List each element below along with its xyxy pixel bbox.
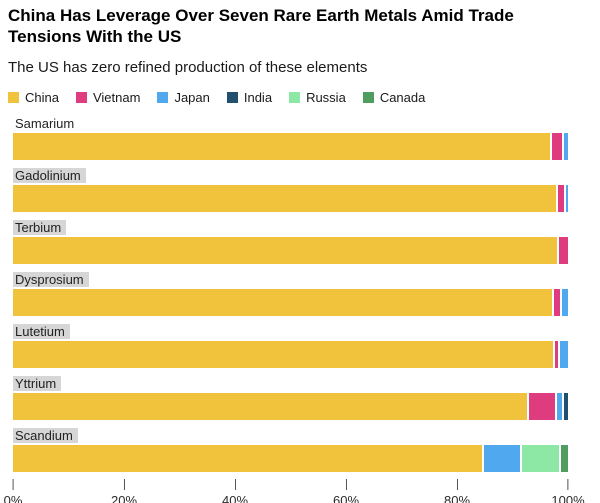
bar-gadolinium <box>13 185 568 212</box>
bar-segment-china <box>13 289 554 316</box>
x-tick-20: 20% <box>111 479 137 503</box>
legend-swatch-russia <box>289 92 301 103</box>
bar-segment-japan <box>565 185 568 212</box>
bar-row-scandium: Scandium <box>13 427 568 472</box>
bar-segment-japan <box>563 133 568 160</box>
x-tick-mark <box>567 479 569 490</box>
x-tick-40: 40% <box>222 479 248 503</box>
bar-samarium <box>13 133 568 160</box>
bar-segment-china <box>13 393 530 420</box>
bar-row-terbium: Terbium <box>13 219 568 264</box>
x-tick-label: 60% <box>332 493 360 503</box>
x-axis: 0% 20% 40% 60% 80% 100% <box>4 479 585 503</box>
bar-segment-vietnam <box>529 393 557 420</box>
bar-segment-japan <box>560 341 568 368</box>
bar-segment-vietnam <box>552 133 564 160</box>
bar-segment-japan <box>556 393 564 420</box>
bar-row-lutetium: Lutetium <box>13 323 568 368</box>
bar-row-yttrium: Yttrium <box>13 375 568 420</box>
bar-row-label: Dysprosium <box>13 272 89 287</box>
legend-item-russia: Russia <box>289 90 346 105</box>
legend-label: Canada <box>379 90 426 105</box>
bar-segment-japan <box>484 445 522 472</box>
bar-segment-vietnam <box>553 289 563 316</box>
bar-segment-china <box>13 445 485 472</box>
stacked-bar-chart: Samarium Gadolinium Terbium Dysprosium Lutet… <box>13 115 568 472</box>
bar-row-label: Gadolinium <box>13 168 86 183</box>
x-tick-mark <box>12 479 14 490</box>
x-tick-label: 20% <box>110 493 138 503</box>
bar-segment-vietnam <box>558 185 566 212</box>
x-tick-mark <box>234 479 236 490</box>
legend-item-japan: Japan <box>157 90 210 105</box>
x-tick-60: 60% <box>333 479 359 503</box>
bar-row-label: Yttrium <box>13 376 62 391</box>
legend-item-india: India <box>226 90 273 105</box>
legend-swatch-china <box>8 92 19 103</box>
bar-row-dysprosium: Dysprosium <box>13 271 568 316</box>
bar-segment-vietnam <box>559 237 568 264</box>
bar-segment-vietnam <box>554 341 561 368</box>
bar-row-label: Samarium <box>15 116 75 131</box>
bar-lutetium <box>13 341 568 368</box>
chart-title: China Has Leverage Over Seven Rare Earth… <box>8 6 514 46</box>
bar-segment-china <box>13 341 555 368</box>
bar-row-label: Lutetium <box>13 324 70 339</box>
legend-swatch-vietnam <box>75 92 87 103</box>
legend-label: Vietnam <box>92 90 141 105</box>
x-tick-mark <box>123 479 125 490</box>
x-tick-label: 80% <box>443 493 471 503</box>
legend-swatch-india <box>226 92 238 103</box>
x-tick-80: 80% <box>444 479 470 503</box>
x-tick-0: 0% <box>3 479 23 503</box>
legend-swatch-canada <box>362 92 374 103</box>
bar-segment-india <box>563 393 568 420</box>
bar-scandium <box>13 445 568 472</box>
bar-yttrium <box>13 393 568 420</box>
bar-segment-canada <box>561 445 568 472</box>
x-tick-mark <box>456 479 458 490</box>
legend-item-china: China <box>8 90 59 105</box>
x-tick-mark <box>345 479 347 490</box>
bar-dysprosium <box>13 289 568 316</box>
x-tick-label: 40% <box>221 493 249 503</box>
x-tick-label: 0% <box>3 493 23 503</box>
chart-subtitle: The US has zero refined production of th… <box>8 59 368 76</box>
legend-item-canada: Canada <box>362 90 426 105</box>
bar-terbium <box>13 237 568 264</box>
legend-swatch-japan <box>157 92 169 103</box>
bar-segment-china <box>13 133 553 160</box>
chart-header: China Has Leverage Over Seven Rare Earth… <box>0 5 600 77</box>
bar-segment-china <box>13 185 558 212</box>
x-tick-label: 100% <box>551 493 585 503</box>
bar-row-label: Terbium <box>13 220 67 235</box>
bar-segment-china <box>13 237 560 264</box>
legend-label: China <box>25 90 59 105</box>
legend-label: Russia <box>306 90 346 105</box>
x-tick-100: 100% <box>551 479 585 503</box>
bar-segment-japan <box>562 289 568 316</box>
bar-segment-russia <box>521 445 562 472</box>
legend-label: India <box>243 90 273 105</box>
bar-row-samarium: Samarium <box>13 115 568 160</box>
legend-label: Japan <box>174 90 210 105</box>
bar-row-label: Scandium <box>13 428 78 443</box>
bar-row-gadolinium: Gadolinium <box>13 167 568 212</box>
legend: China Vietnam Japan India Russia Canada <box>8 90 600 105</box>
legend-item-vietnam: Vietnam <box>75 90 141 105</box>
